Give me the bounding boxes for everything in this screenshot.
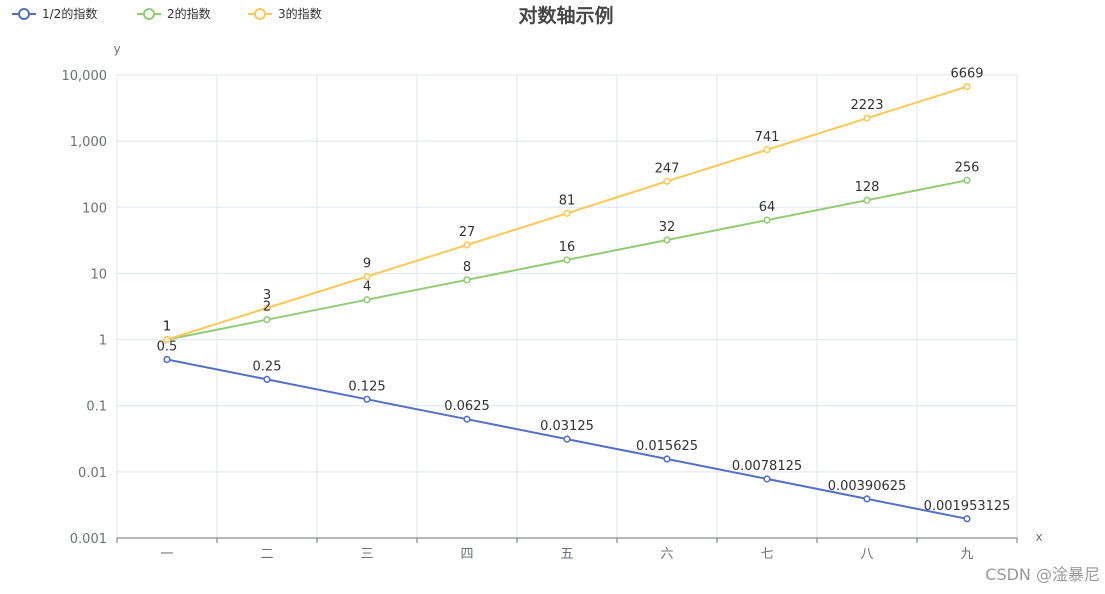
grid-lines: [116, 74, 1018, 538]
data-label: 32: [659, 220, 676, 235]
data-point: [563, 209, 571, 217]
legend-marker-icon: [18, 8, 30, 20]
y-tick-label: 1: [99, 334, 107, 349]
data-point: [763, 475, 771, 483]
data-label: 1: [163, 320, 171, 335]
y-tick-label: 10,000: [62, 69, 108, 84]
y-tick-label: 0.01: [78, 466, 107, 481]
data-label: 2: [263, 300, 271, 315]
data-label: 8: [463, 260, 471, 275]
axes: 0.001 0.01 0.1 1 10 100 1,000 10,000 一 二 三 四 五 六 七 八 九: [62, 69, 1018, 562]
x-tick-label: 一: [160, 547, 173, 562]
data-label: 81: [559, 193, 576, 208]
data-point: [163, 355, 171, 364]
chart-title: 对数轴示例: [518, 4, 613, 27]
x-tick-label: 八: [860, 547, 873, 562]
data-point: [963, 176, 971, 184]
series-labels: 0.5 0.25 0.125 0.0625 0.03125 0.015625 0.00781…: [157, 67, 1011, 514]
data-label: 3: [263, 288, 271, 303]
legend-item-0[interactable]: 1/2的指数: [12, 6, 97, 21]
series-points: [163, 83, 971, 523]
data-label: 741: [755, 130, 780, 145]
data-point: [263, 304, 271, 312]
x-tick-label: 三: [360, 547, 373, 562]
data-point: [663, 177, 671, 185]
data-label: 0.0625: [444, 399, 490, 414]
x-axis-name: x: [1035, 530, 1042, 544]
data-point: [863, 196, 871, 204]
legend[interactable]: 1/2的指数 2的指数 3的指数: [12, 6, 322, 21]
data-label: 128: [855, 180, 880, 195]
data-point: [663, 236, 671, 244]
legend-label: 3的指数: [278, 6, 322, 21]
y-tick-label: 10: [90, 267, 107, 282]
x-tick-label: 七: [760, 547, 773, 562]
data-point: [763, 216, 771, 224]
legend-label: 2的指数: [167, 6, 211, 21]
data-point: [863, 114, 871, 122]
data-point: [163, 335, 171, 344]
data-point: [363, 395, 371, 403]
data-label: 27: [459, 225, 476, 240]
x-tick-label: 四: [460, 547, 473, 562]
y-tick-label: 0.001: [70, 532, 107, 547]
data-label: 0.0078125: [732, 459, 802, 474]
data-point: [463, 241, 471, 249]
data-label: 0.015625: [636, 439, 698, 454]
data-label: 2223: [850, 98, 883, 113]
data-point: [263, 375, 271, 383]
legend-label: 1/2的指数: [42, 6, 97, 21]
data-label: 6669: [950, 67, 983, 82]
data-label: 256: [955, 160, 980, 175]
data-label: 0.001953125: [924, 499, 1011, 514]
watermark: CSDN @淦暴尼: [985, 565, 1100, 584]
data-label: 0.5: [157, 339, 178, 354]
data-label: 0.25: [253, 359, 282, 374]
data-point: [463, 276, 471, 284]
x-tick-label: 二: [260, 547, 273, 562]
data-point: [663, 455, 671, 463]
data-label: 4: [363, 280, 371, 295]
legend-marker-icon: [143, 8, 155, 20]
x-tick-label: 六: [660, 547, 673, 562]
series-lines: [166, 85, 968, 520]
data-point: [263, 316, 271, 324]
y-axis-name: y: [113, 42, 120, 56]
legend-item-1[interactable]: 2的指数: [137, 6, 211, 21]
data-point: [963, 515, 971, 523]
data-point: [363, 296, 371, 304]
data-point: [563, 435, 571, 443]
data-label: 1: [163, 320, 171, 335]
x-tick-label: 九: [960, 547, 973, 562]
data-point: [963, 83, 971, 91]
y-tick-label: 0.1: [86, 400, 107, 415]
data-point: [863, 495, 871, 503]
data-label: 0.00390625: [828, 479, 907, 494]
data-point: [463, 415, 471, 423]
data-point: [563, 256, 571, 264]
data-label: 0.03125: [540, 419, 594, 434]
data-label: 64: [759, 200, 776, 215]
x-tick-label: 五: [560, 547, 573, 562]
data-point: [763, 146, 771, 154]
legend-item-2[interactable]: 3的指数: [248, 6, 322, 21]
data-label: 16: [559, 240, 576, 255]
y-tick-label: 1,000: [70, 135, 107, 150]
legend-marker-icon: [254, 8, 266, 20]
y-tick-label: 100: [82, 201, 107, 216]
data-label: 9: [363, 256, 371, 271]
data-label: 247: [655, 161, 680, 176]
data-point: [363, 272, 371, 281]
data-label: 0.125: [348, 379, 385, 394]
